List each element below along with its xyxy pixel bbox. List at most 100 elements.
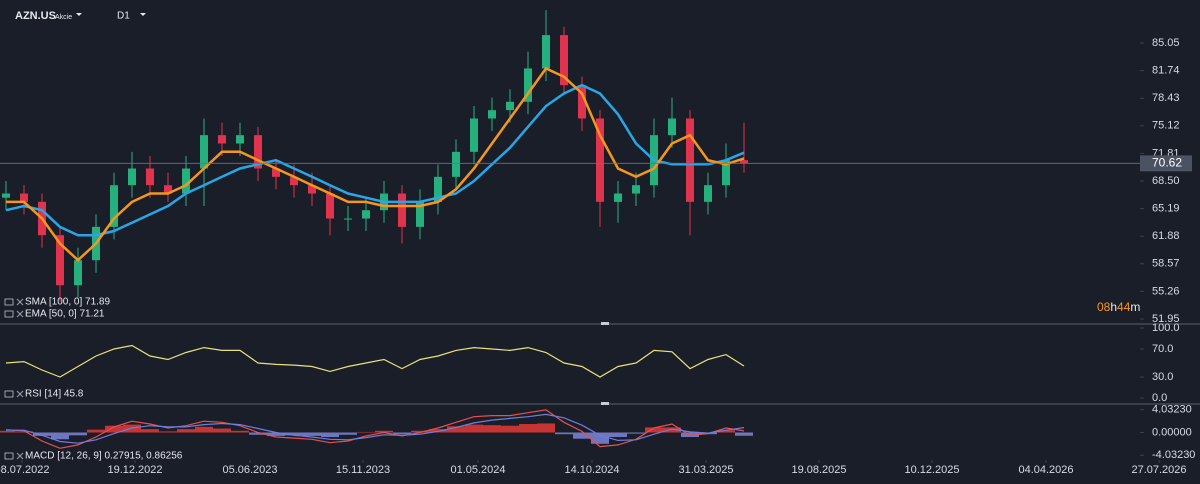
- resize-handle[interactable]: [601, 402, 609, 405]
- x-tick-label: 08.07.2022: [0, 464, 50, 476]
- x-tick-label: 14.10.2024: [564, 464, 619, 476]
- y-tick-label: 58.57: [1152, 258, 1180, 270]
- legend-label: SMA [100, 0] 71.89: [25, 297, 110, 308]
- histogram-bar: [465, 424, 483, 433]
- histogram-bar: [501, 425, 519, 433]
- indicator-line: [5, 409, 745, 449]
- histogram-bar: [645, 427, 663, 433]
- candle-body: [614, 193, 622, 202]
- y-tick-label: 70.0: [1152, 343, 1173, 355]
- x-tick-label: 31.03.2025: [678, 464, 733, 476]
- indicator-line: [6, 66, 745, 262]
- y-tick-label: 4.03230: [1152, 404, 1192, 416]
- histogram-bar: [0, 430, 15, 433]
- candle-body: [416, 201, 424, 227]
- histogram-bar: [285, 432, 303, 436]
- y-tick-label: 65.19: [1152, 203, 1180, 215]
- candle-body: [308, 185, 316, 194]
- histogram-bar: [231, 430, 249, 433]
- histogram-bar: [483, 425, 501, 433]
- histogram-bar: [213, 428, 231, 433]
- histogram-bar: [195, 426, 213, 433]
- candle-body: [146, 168, 154, 186]
- histogram-bar: [141, 429, 159, 433]
- candle-body: [2, 193, 10, 198]
- candle-body: [398, 193, 406, 227]
- candle-body: [560, 35, 568, 86]
- bar-countdown: 08h44m: [1097, 300, 1140, 314]
- legend-close: [16, 298, 24, 306]
- histogram-bar: [33, 432, 51, 436]
- symbol[interactable]: AZN.US: [15, 10, 56, 22]
- candle-body: [128, 168, 136, 186]
- candle-body: [344, 218, 352, 220]
- histogram-bar: [663, 427, 681, 433]
- candle-body: [632, 185, 640, 194]
- dropdown-arrow[interactable]: [76, 13, 82, 16]
- x-tick-label: 05.06.2023: [222, 464, 277, 476]
- y-tick-label: 0.0: [1152, 392, 1167, 404]
- countdown-unit: m: [1130, 300, 1140, 314]
- indicator-line: [6, 413, 745, 444]
- legend-label: RSI [14] 45.8: [25, 389, 84, 400]
- dropdown-arrow[interactable]: [140, 13, 146, 16]
- legend-label: MACD [12, 26, 9] 0.27915, 0.86256: [25, 451, 183, 462]
- x-tick-label: 04.04.2026: [1018, 464, 1073, 476]
- candle-body: [488, 110, 496, 119]
- timeframe[interactable]: D1: [117, 11, 130, 22]
- candle-body: [218, 135, 226, 144]
- histogram-bar: [537, 423, 555, 433]
- y-tick-label: 85.05: [1152, 37, 1180, 49]
- candle-body: [542, 35, 550, 69]
- legend-icon: [4, 452, 14, 460]
- y-tick-label: 0.00000: [1152, 426, 1192, 438]
- histogram-bar: [735, 432, 753, 436]
- candle-body: [722, 160, 730, 186]
- x-tick-label: 01.05.2024: [450, 464, 505, 476]
- indicator-line: [5, 83, 745, 237]
- histogram-bar: [627, 432, 645, 434]
- legend-close: [16, 390, 24, 398]
- legend-close: [16, 310, 24, 318]
- candle-body: [434, 176, 442, 202]
- candle-body: [110, 185, 118, 227]
- candle-body: [164, 185, 172, 194]
- legend-icon: [4, 310, 14, 318]
- y-tick-label: 75.12: [1152, 120, 1180, 132]
- candle-body: [686, 118, 694, 202]
- y-tick-label: 100.0: [1152, 322, 1180, 334]
- candle-body: [668, 118, 676, 136]
- histogram-bar: [357, 431, 375, 433]
- histogram-bar: [339, 432, 357, 435]
- legend-icon: [4, 298, 14, 306]
- y-tick-label: 51.95: [1152, 313, 1180, 325]
- candle-body: [452, 151, 460, 177]
- countdown-unit: h: [1110, 300, 1117, 314]
- y-tick-label: 30.0: [1152, 371, 1173, 383]
- y-tick-label: 68.50: [1152, 175, 1180, 187]
- histogram-bar: [321, 432, 339, 438]
- x-tick-label: 10.12.2025: [904, 464, 959, 476]
- histogram-bar: [609, 432, 627, 438]
- candle-body: [254, 135, 262, 169]
- candle-body: [182, 168, 190, 194]
- histogram-bar: [267, 432, 285, 436]
- x-tick-label: 15.11.2023: [336, 464, 390, 476]
- histogram-bar: [393, 432, 411, 435]
- histogram-bar: [15, 431, 33, 433]
- candle-body: [326, 193, 334, 219]
- candle-body: [524, 68, 532, 102]
- histogram-bar: [555, 432, 573, 435]
- last-price-box: [1140, 155, 1192, 172]
- histogram-bar: [87, 429, 105, 433]
- y-tick-label: -4.03230: [1152, 449, 1195, 461]
- y-tick-label: 78.43: [1152, 92, 1180, 104]
- histogram-bar: [447, 426, 465, 433]
- resize-handle[interactable]: [601, 322, 609, 325]
- countdown-hours: 08: [1097, 300, 1111, 314]
- candle-body: [290, 176, 298, 186]
- histogram-bar: [105, 425, 123, 433]
- x-tick-label: 19.12.2022: [107, 464, 162, 476]
- histogram-bar: [303, 432, 321, 436]
